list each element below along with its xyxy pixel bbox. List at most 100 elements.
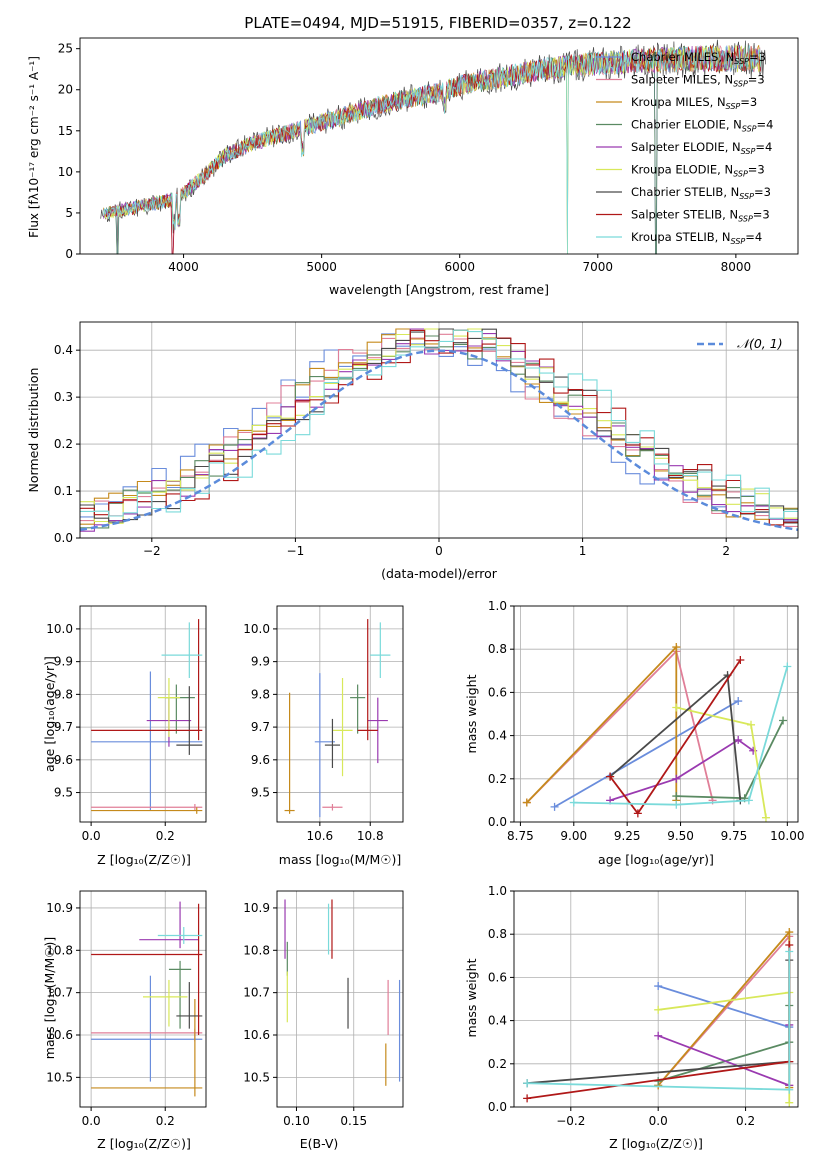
mwZ-series-point — [654, 1005, 663, 1014]
mwAge-ytick-label: 0.4 — [488, 729, 507, 743]
mwAge-series-point — [747, 720, 756, 729]
histogram-ytick-label: 0.4 — [54, 343, 73, 357]
mwAge-series-point — [744, 796, 753, 805]
mwZ-y-label: mass weight — [464, 958, 479, 1037]
histogram-steps — [80, 328, 798, 524]
massE-frame — [276, 890, 404, 1108]
legend-label: Chabrier MILES, NSSP=3 — [631, 50, 766, 66]
legend-label: Salpeter STELIB, NSSP=3 — [631, 208, 770, 224]
ageM-ytick-label: 9.7 — [251, 720, 270, 734]
mwAge-series-line — [609, 738, 754, 802]
spectrum-ytick-label: 20 — [58, 83, 73, 97]
residual-histogram-panel: −2 −1 0 1 2 0.0 0.1 0.2 0.3 0.4 𝒩(0, 1) (data-mod… — [26, 321, 799, 581]
mwAge-xtick-label: 8.75 — [507, 829, 534, 843]
massZ-ytick-label: 10.8 — [46, 943, 73, 957]
massZ-frame — [79, 890, 207, 1108]
mwAge-ytick-label: 0.8 — [488, 642, 507, 656]
mwAge-series-line — [526, 649, 714, 804]
ageM-ytick-label: 10.0 — [243, 622, 270, 636]
mwAge-ytick-label: 0.0 — [488, 815, 507, 829]
spectrum-xtick-label: 8000 — [721, 260, 752, 274]
mwZ-grid — [514, 890, 798, 1108]
ageZ-xtick-label: 0.0 — [82, 829, 101, 843]
mwAge-x-label: age [log₁₀(age/yr)] — [598, 852, 714, 867]
mwZ-ytick-label: 0.2 — [488, 1057, 507, 1071]
legend-label: Chabrier ELODIE, NSSP=4 — [631, 118, 773, 134]
spectrum-legend: Chabrier MILES, NSSP=3 Salpeter MILES, NS… — [596, 50, 773, 246]
mwZ-series-point — [654, 982, 663, 991]
ageZ-xtick-label: 0.2 — [156, 829, 175, 843]
ageM-ytick-label: 9.5 — [251, 786, 270, 800]
mass-vs-ebv-panel: 0.10 0.15 10.5 10.6 10.7 10.8 10.9 — [243, 890, 404, 1128]
massZ-ytick-label: 10.9 — [46, 901, 73, 915]
ageM-x-label: mass [log₁₀(M/M☉)] — [279, 852, 401, 867]
mwAge-series-point — [779, 716, 788, 725]
mwZ-xtick-label: 0.0 — [649, 1114, 668, 1128]
ageZ-y-label: age [log₁₀(age/yr)] — [42, 656, 57, 772]
ageM-frame — [276, 605, 404, 823]
ageZ-ytick-label: 9.6 — [54, 753, 73, 767]
massZ-xtick-label: 0.2 — [156, 1114, 175, 1128]
spectrum-ytick-label: 0 — [65, 247, 73, 261]
mwZ-series-point — [785, 928, 794, 937]
mwAge-grid — [514, 605, 798, 823]
mwAge-series-line — [554, 700, 739, 808]
mwAge-series-point — [672, 703, 681, 712]
spectrum-line — [103, 44, 762, 255]
histogram-xtick-label: 1 — [579, 544, 587, 558]
mwZ-frame — [513, 890, 799, 1108]
histogram-y-label: Normed distribution — [26, 368, 41, 493]
legend-label: Salpeter ELODIE, NSSP=4 — [631, 140, 772, 156]
massZ-ytick-label: 10.7 — [46, 986, 73, 1000]
ageZ-grid — [80, 606, 206, 822]
histogram-ytick-label: 0.1 — [54, 484, 73, 498]
massE-ytick-label: 10.7 — [243, 986, 270, 1000]
mwAge-xtick-label: 10.00 — [770, 829, 804, 843]
mwAge-xtick-label: 9.75 — [721, 829, 748, 843]
mwZ-xtick-label: −0.2 — [556, 1114, 585, 1128]
histogram-x-label: (data-model)/error — [381, 566, 498, 581]
massE-xtick-label: 0.15 — [340, 1114, 367, 1128]
massZ-ytick-label: 10.6 — [46, 1028, 73, 1042]
mass-weight-vs-metallicity-panel: −0.2 0.0 0.2 0.0 0.2 0.4 0.6 0.8 1.0 — [488, 884, 799, 1128]
mwAge-series-point — [569, 798, 578, 807]
mwZ-series-point — [523, 1094, 532, 1103]
legend-gauss-label: 𝒩(0, 1) — [737, 336, 783, 351]
ageM-xtick-label: 10.6 — [306, 829, 333, 843]
mwAge-y-label: mass weight — [464, 674, 479, 753]
massZ-x-label: Z [log₁₀(Z/Z☉)] — [97, 1136, 191, 1151]
mwAge-ytick-label: 1.0 — [488, 599, 507, 613]
mwAge-series-point — [672, 792, 681, 801]
spectrum-panel: 4000 5000 6000 7000 8000 0 5 10 15 20 25 Chabrier … — [27, 37, 799, 297]
ageZ-ytick-label: 9.9 — [54, 655, 73, 669]
histogram-xtick-label: 0 — [435, 544, 443, 558]
ageM-ytick-label: 9.9 — [251, 655, 270, 669]
mwAge-series-point — [550, 802, 559, 811]
mwAge-series-point — [672, 800, 681, 809]
spectrum-xtick-label: 6000 — [444, 260, 475, 274]
massE-ytick-label: 10.9 — [243, 901, 270, 915]
massE-ytick-label: 10.8 — [243, 943, 270, 957]
mwAge-ytick-label: 0.2 — [488, 772, 507, 786]
ageZ-ytick-label: 9.7 — [54, 720, 73, 734]
age-vs-mass-panel: 10.6 10.8 9.5 9.6 9.7 9.8 9.9 10.0 — [243, 605, 404, 843]
legend-label: Kroupa ELODIE, NSSP=3 — [631, 163, 765, 179]
mwZ-xtick-label: 0.2 — [736, 1114, 755, 1128]
mwAge-xtick-label: 9.00 — [560, 829, 587, 843]
ageM-grid — [277, 606, 403, 822]
mwZ-ytick-label: 0.0 — [488, 1100, 507, 1114]
spectrum-ytick-label: 15 — [58, 124, 73, 138]
histogram-ytick-label: 0.3 — [54, 390, 73, 404]
ageZ-ytick-label: 9.5 — [54, 786, 73, 800]
mwAge-series-point — [672, 774, 681, 783]
massZ-xtick-label: 0.0 — [82, 1114, 101, 1128]
massE-x-label: E(B-V) — [300, 1136, 339, 1151]
legend-label: Kroupa STELIB, NSSP=4 — [631, 230, 762, 246]
massE-ytick-label: 10.6 — [243, 1028, 270, 1042]
spectrum-y-label: Flux [fλ10⁻¹⁷ erg cm⁻² s⁻¹ A⁻¹] — [27, 56, 41, 238]
mwAge-series-point — [734, 735, 743, 744]
spectrum-xtick-label: 5000 — [306, 260, 337, 274]
mwAge-series-point — [633, 809, 642, 818]
figure-title: PLATE=0494, MJD=51915, FIBERID=0357, z=0… — [244, 14, 631, 32]
